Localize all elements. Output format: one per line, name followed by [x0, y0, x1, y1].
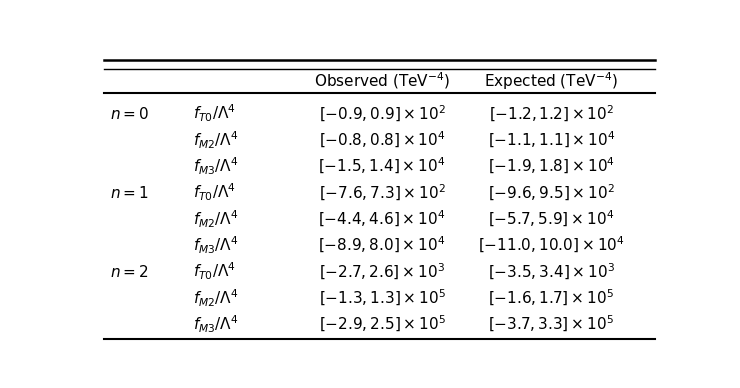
Text: $n = 2$: $n = 2$: [110, 263, 148, 279]
Text: $[-7.6, 7.3] \times 10^2$: $[-7.6, 7.3] \times 10^2$: [319, 183, 445, 203]
Text: $f_{T0}/\Lambda^4$: $f_{T0}/\Lambda^4$: [193, 103, 236, 125]
Text: $[-1.5, 1.4] \times 10^4$: $[-1.5, 1.4] \times 10^4$: [318, 156, 445, 177]
Text: $[-1.9, 1.8] \times 10^4$: $[-1.9, 1.8] \times 10^4$: [488, 156, 615, 177]
Text: $[-3.7, 3.3] \times 10^5$: $[-3.7, 3.3] \times 10^5$: [488, 314, 614, 334]
Text: $[-4.4, 4.6] \times 10^4$: $[-4.4, 4.6] \times 10^4$: [318, 209, 445, 229]
Text: $f_{M2}/\Lambda^4$: $f_{M2}/\Lambda^4$: [193, 129, 238, 151]
Text: $[-1.3, 1.3] \times 10^5$: $[-1.3, 1.3] \times 10^5$: [319, 288, 445, 308]
Text: $[-9.6, 9.5] \times 10^2$: $[-9.6, 9.5] \times 10^2$: [488, 183, 615, 203]
Text: $[-0.8, 0.8] \times 10^4$: $[-0.8, 0.8] \times 10^4$: [319, 130, 445, 150]
Text: $n = 1$: $n = 1$: [110, 185, 148, 201]
Text: $f_{M3}/\Lambda^4$: $f_{M3}/\Lambda^4$: [193, 314, 238, 335]
Text: $f_{T0}/\Lambda^4$: $f_{T0}/\Lambda^4$: [193, 261, 236, 282]
Text: Expected (TeV$^{-4}$): Expected (TeV$^{-4}$): [484, 70, 619, 92]
Text: $[-11.0, 10.0] \times 10^4$: $[-11.0, 10.0] \times 10^4$: [478, 235, 625, 255]
Text: $[-1.1, 1.1] \times 10^4$: $[-1.1, 1.1] \times 10^4$: [488, 130, 615, 150]
Text: $[-3.5, 3.4] \times 10^3$: $[-3.5, 3.4] \times 10^3$: [488, 262, 615, 282]
Text: $[-2.9, 2.5] \times 10^5$: $[-2.9, 2.5] \times 10^5$: [319, 314, 445, 334]
Text: $[-5.7, 5.9] \times 10^4$: $[-5.7, 5.9] \times 10^4$: [488, 209, 614, 229]
Text: $f_{M3}/\Lambda^4$: $f_{M3}/\Lambda^4$: [193, 234, 238, 256]
Text: $f_{T0}/\Lambda^4$: $f_{T0}/\Lambda^4$: [193, 182, 236, 203]
Text: $f_{M2}/\Lambda^4$: $f_{M2}/\Lambda^4$: [193, 287, 238, 308]
Text: $f_{M3}/\Lambda^4$: $f_{M3}/\Lambda^4$: [193, 156, 238, 177]
Text: $f_{M2}/\Lambda^4$: $f_{M2}/\Lambda^4$: [193, 208, 238, 230]
Text: $n = 0$: $n = 0$: [110, 106, 149, 122]
Text: $[-0.9, 0.9] \times 10^2$: $[-0.9, 0.9] \times 10^2$: [319, 104, 445, 124]
Text: $[-1.2, 1.2] \times 10^2$: $[-1.2, 1.2] \times 10^2$: [488, 104, 614, 124]
Text: $[-2.7, 2.6] \times 10^3$: $[-2.7, 2.6] \times 10^3$: [319, 262, 445, 282]
Text: Observed (TeV$^{-4}$): Observed (TeV$^{-4}$): [314, 71, 450, 91]
Text: $[-8.9, 8.0] \times 10^4$: $[-8.9, 8.0] \times 10^4$: [318, 235, 445, 255]
Text: $[-1.6, 1.7] \times 10^5$: $[-1.6, 1.7] \times 10^5$: [488, 288, 614, 308]
